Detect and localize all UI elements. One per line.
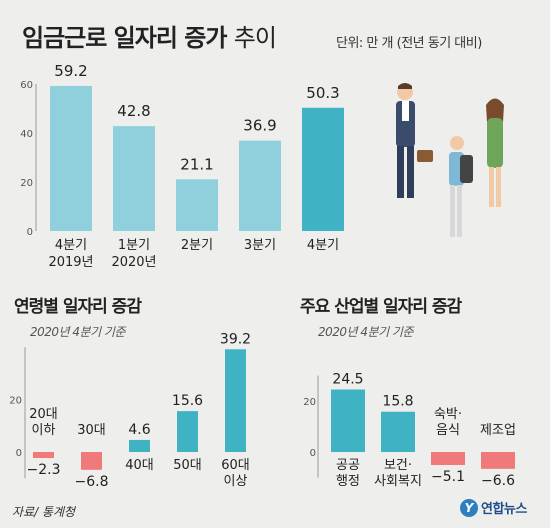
unit-note: 단위: 만 개 (전년 동기 대비) xyxy=(336,36,482,51)
category-label: 40대 xyxy=(125,458,154,473)
yonhap-logo: Y 연합뉴스 xyxy=(460,498,527,517)
category-label: 이상 xyxy=(224,474,248,489)
category-label: 20대 xyxy=(29,407,58,422)
bar xyxy=(431,452,465,466)
value-label: 15.8 xyxy=(382,394,413,410)
category-label: 이하 xyxy=(32,423,56,438)
y-tick-label: 60 xyxy=(20,80,33,91)
y-tick-label: 20 xyxy=(303,397,316,408)
age-chart-subtitle: 2020년 4분기 기준 xyxy=(30,325,126,339)
y-tick-label: 20 xyxy=(9,396,22,407)
category-label: 50대 xyxy=(173,458,202,473)
value-label: −5.1 xyxy=(431,469,465,485)
chart-1: 0 20 40 60 59.2 4분기 2019년 42.8 1분기 2020년 21.1 2분기 36… xyxy=(20,62,344,270)
category-label: 2분기 xyxy=(181,238,213,253)
bar xyxy=(81,452,102,470)
value-label: 50.3 xyxy=(306,84,339,102)
bar xyxy=(177,411,198,452)
value-label: 15.6 xyxy=(172,393,203,409)
page-title-bold: 임금근로 일자리 증가 xyxy=(22,24,227,52)
y-tick-label: 20 xyxy=(20,178,33,189)
bar xyxy=(176,179,218,231)
category-label: 숙박· xyxy=(434,407,462,422)
bar xyxy=(113,126,155,231)
category-label: 1분기 xyxy=(118,238,150,253)
category-label: 3분기 xyxy=(244,238,276,253)
category-label: 음식 xyxy=(436,423,460,438)
y-tick-label: 0 xyxy=(310,448,316,459)
y-tick-label: 0 xyxy=(16,448,22,459)
industry-chart-title: 주요 산업별 일자리 증감 xyxy=(300,297,462,317)
bar xyxy=(129,439,150,452)
page-title-light: 추이 xyxy=(233,24,277,52)
bar xyxy=(239,140,281,231)
category-label: 행정 xyxy=(336,473,360,489)
value-label: 59.2 xyxy=(54,62,87,80)
value-label: 36.9 xyxy=(243,117,276,135)
category-label: 60대 xyxy=(221,458,250,473)
y-tick-label: 40 xyxy=(20,129,33,140)
bar xyxy=(33,452,54,459)
logo-text: 연합뉴스 xyxy=(481,502,527,517)
category-label: 2020년 xyxy=(111,255,156,270)
source-credit: 자료/ 통계청 xyxy=(12,505,76,519)
industry-chart-subtitle: 2020년 4분기 기준 xyxy=(318,325,414,339)
people-illustration xyxy=(396,83,504,237)
category-label: 보건· xyxy=(384,458,412,473)
bar xyxy=(481,452,515,469)
category-label: 공공 xyxy=(336,458,360,473)
value-label: 39.2 xyxy=(220,331,251,347)
value-label: −2.3 xyxy=(27,462,61,478)
value-label: −6.8 xyxy=(75,474,109,490)
bar xyxy=(225,349,246,452)
category-label: 4분기 xyxy=(307,238,339,253)
age-chart-title: 연령별 일자리 증감 xyxy=(14,297,142,317)
category-label: 30대 xyxy=(77,423,106,438)
category-label: 4분기 xyxy=(55,238,87,253)
category-label: 2019년 xyxy=(48,255,93,270)
bar xyxy=(331,389,365,452)
category-label: 제조업 xyxy=(480,423,516,438)
category-label: 사회복지 xyxy=(374,474,422,489)
value-label: −6.6 xyxy=(481,473,515,489)
page-title: 임금근로 일자리 증가 추이 xyxy=(22,18,277,53)
logo-mark-icon: Y xyxy=(460,498,478,517)
y-tick-label: 0 xyxy=(27,227,33,238)
value-label: 21.1 xyxy=(180,155,213,173)
value-label: 24.5 xyxy=(332,372,363,388)
bar xyxy=(302,107,344,231)
value-label: 42.8 xyxy=(117,102,150,120)
bar xyxy=(50,85,92,232)
bar xyxy=(381,411,415,452)
value-label: 4.6 xyxy=(128,422,150,438)
